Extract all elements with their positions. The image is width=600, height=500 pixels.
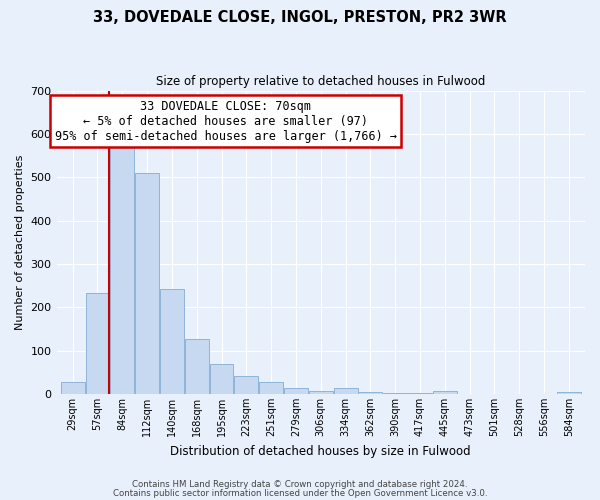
Bar bbox=[61, 382, 85, 394]
Bar bbox=[110, 147, 134, 394]
Bar bbox=[284, 388, 308, 394]
Y-axis label: Number of detached properties: Number of detached properties bbox=[15, 154, 25, 330]
Bar bbox=[135, 173, 159, 394]
Bar bbox=[160, 289, 184, 394]
Bar bbox=[259, 382, 283, 394]
Bar bbox=[185, 339, 209, 394]
Text: Contains HM Land Registry data © Crown copyright and database right 2024.: Contains HM Land Registry data © Crown c… bbox=[132, 480, 468, 489]
Text: Contains public sector information licensed under the Open Government Licence v3: Contains public sector information licen… bbox=[113, 489, 487, 498]
Bar bbox=[235, 376, 259, 394]
Text: 33 DOVEDALE CLOSE: 70sqm
← 5% of detached houses are smaller (97)
95% of semi-de: 33 DOVEDALE CLOSE: 70sqm ← 5% of detache… bbox=[55, 100, 397, 142]
Bar bbox=[408, 393, 432, 394]
Bar bbox=[383, 392, 407, 394]
Bar bbox=[557, 392, 581, 394]
Title: Size of property relative to detached houses in Fulwood: Size of property relative to detached ho… bbox=[156, 75, 485, 88]
Bar bbox=[86, 294, 109, 394]
Bar bbox=[358, 392, 382, 394]
Bar bbox=[334, 388, 358, 394]
Bar bbox=[209, 364, 233, 394]
Bar bbox=[309, 390, 333, 394]
Text: 33, DOVEDALE CLOSE, INGOL, PRESTON, PR2 3WR: 33, DOVEDALE CLOSE, INGOL, PRESTON, PR2 … bbox=[93, 10, 507, 25]
Bar bbox=[433, 390, 457, 394]
X-axis label: Distribution of detached houses by size in Fulwood: Distribution of detached houses by size … bbox=[170, 444, 471, 458]
